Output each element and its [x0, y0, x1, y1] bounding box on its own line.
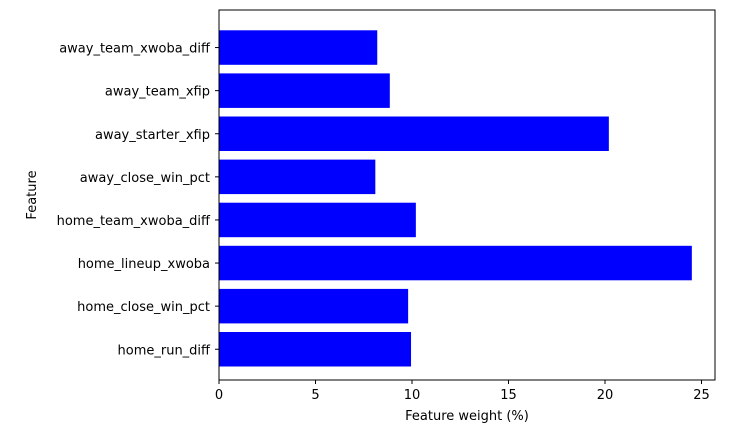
bar-away_starter_xfip: [219, 116, 609, 151]
bar-home_close_win_pct: [219, 288, 409, 324]
x-tick-label: 5: [311, 388, 319, 403]
x-axis-label: Feature weight (%): [405, 409, 529, 424]
y-tick-label: away_close_win_pct: [80, 171, 210, 186]
bar-away_team_xwoba_diff: [219, 30, 378, 65]
y-tick-label: away_team_xwoba_diff: [59, 42, 211, 57]
x-tick-label: 10: [404, 388, 421, 403]
y-tick-label: away_starter_xfip: [95, 128, 210, 143]
y-tick-label: home_close_win_pct: [77, 300, 210, 315]
plot-frame: [218, 9, 716, 381]
y-tick-label: home_run_diff: [118, 343, 212, 358]
bar-away_team_xfip: [219, 73, 390, 108]
x-tick-label: 15: [500, 388, 517, 403]
y-axis-label: Feature: [25, 170, 40, 219]
x-tick-label: 0: [215, 388, 223, 403]
y-tick-label: home_team_xwoba_diff: [57, 214, 211, 229]
bar-away_close_win_pct: [219, 159, 376, 195]
x-tick-label: 25: [693, 388, 710, 403]
y-ticks-group: home_run_diff home_close_win_pct home_line…: [57, 42, 219, 358]
y-tick-label: home_lineup_xwoba: [78, 257, 210, 272]
y-tick-label: away_team_xfip: [105, 85, 210, 100]
x-ticks-group: 0 5 10 15 20 25: [215, 380, 710, 403]
bar-home_run_diff: [219, 332, 412, 367]
bar-home_team_xwoba_diff: [219, 202, 416, 238]
bars-group: [219, 30, 692, 367]
x-tick-label: 20: [597, 388, 614, 403]
bar-home_lineup_xwoba: [219, 245, 692, 281]
